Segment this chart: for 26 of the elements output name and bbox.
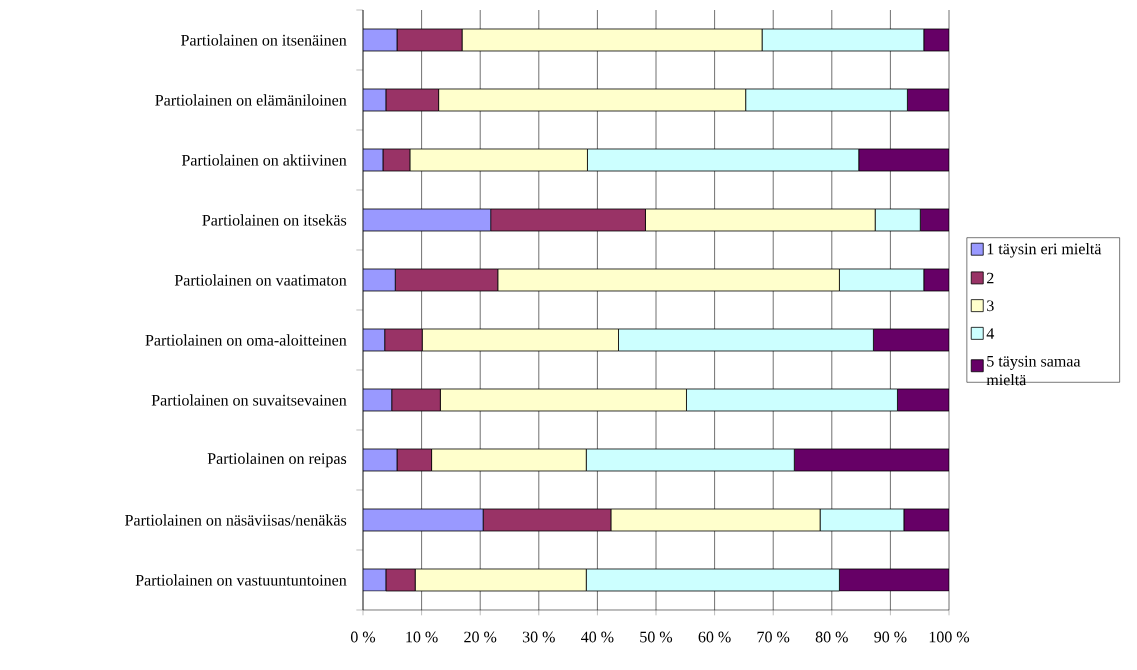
- x-tick-label: 100 %: [929, 631, 970, 643]
- legend-label: 4: [986, 328, 995, 339]
- x-tick-label: 50 %: [640, 631, 673, 643]
- y-tick-label: Partiolainen on itsenäinen: [181, 34, 347, 46]
- x-tick-label: 80 %: [815, 631, 848, 643]
- legend-label: 2: [987, 272, 994, 284]
- y-tick-label: Partiolainen on vastuuntuntoinen: [135, 574, 347, 586]
- y-tick-label: Partiolainen on aktiivinen: [181, 154, 347, 166]
- x-tick-label: 60 %: [698, 631, 731, 643]
- y-tick-label: Partiolainen on elämäniloinen: [155, 94, 347, 106]
- x-tick-label: 10 %: [406, 631, 438, 643]
- x-tick-label: 20 %: [464, 631, 497, 643]
- y-tick-label: Partiolainen on itsekäs: [202, 214, 347, 226]
- y-tick-label: Partiolainen on suvaitsevainen: [151, 394, 347, 406]
- y-tick-label: Partiolainen on näsäviisas/nenäkäs: [125, 514, 347, 526]
- x-tick-label: 70 %: [757, 631, 790, 643]
- legend-label: 1 täysin eri mieltä: [987, 243, 1102, 258]
- legend-label: 5 täysin samaa mieltä: [986, 355, 1081, 386]
- y-tick-label: Partiolainen on oma-aloitteinen: [145, 334, 347, 346]
- x-tick-label: 30 %: [522, 631, 555, 643]
- y-tick-label: Partiolainen on vaatimaton: [174, 274, 347, 286]
- x-tick-label: 90 %: [874, 631, 907, 643]
- x-tick-label: 0 %: [350, 631, 376, 643]
- y-tick-label: Partiolainen on reipas: [207, 452, 347, 468]
- legend-label: 3: [987, 300, 994, 312]
- x-tick-label: 40 %: [581, 631, 614, 643]
